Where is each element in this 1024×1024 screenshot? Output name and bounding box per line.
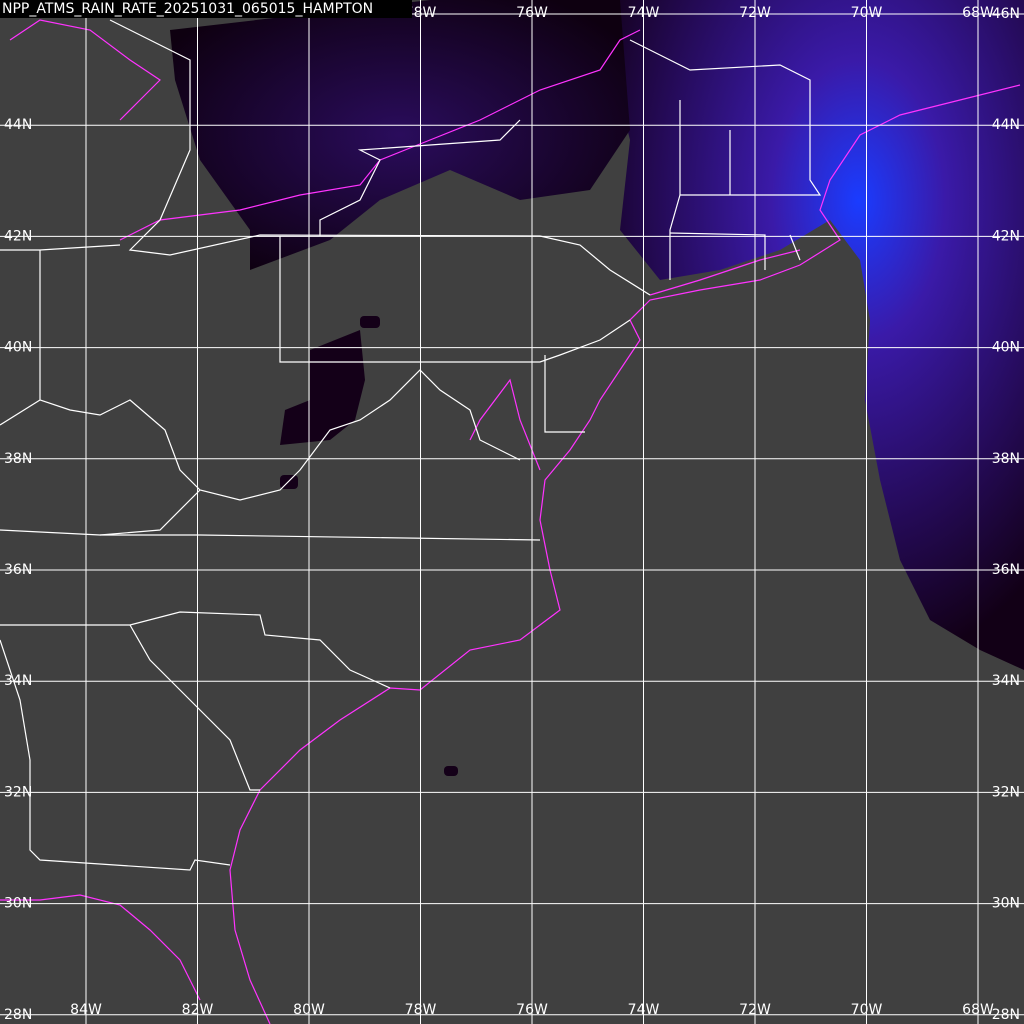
longitude-label: 74W [628, 1002, 660, 1018]
latitude-label: 42N [4, 228, 32, 244]
longitude-label: 82W [182, 1002, 214, 1018]
title: NPP_ATMS_RAIN_RATE_20251031_065015_HAMPT… [2, 1, 373, 17]
longitude-label: 72W [739, 1002, 771, 1018]
longitude-label: 76W [516, 5, 548, 21]
latitude-label: 28N [4, 1007, 32, 1023]
latitude-label: 44N [4, 117, 32, 133]
latitude-label: 44N [992, 117, 1020, 133]
latitude-label: 34N [992, 673, 1020, 689]
longitude-label: 74W [628, 5, 660, 21]
latitude-label: 30N [992, 896, 1020, 912]
latitude-label: 32N [992, 784, 1020, 800]
latitude-label: 38N [992, 451, 1020, 467]
longitude-label: 78W [405, 1002, 437, 1018]
longitude-label: 70W [851, 5, 883, 21]
latitude-label: 30N [4, 896, 32, 912]
latitude-label: 38N [4, 451, 32, 467]
latitude-label: 28N [992, 1007, 1020, 1023]
latitude-label: 40N [4, 340, 32, 356]
latitude-label: 40N [992, 340, 1020, 356]
latitude-label: 42N [992, 228, 1020, 244]
latitude-label: 32N [4, 784, 32, 800]
longitude-label: 68W [962, 5, 994, 21]
precipitation [170, 0, 1024, 776]
state-borders [0, 19, 822, 871]
title-background [0, 0, 412, 18]
coastlines [0, 19, 1021, 1024]
latitude-label: 36N [4, 562, 32, 578]
latitude-label: 36N [992, 562, 1020, 578]
longitude-label: 68W [962, 1002, 994, 1018]
longitude-label: 76W [516, 1002, 548, 1018]
longitude-label: 70W [851, 1002, 883, 1018]
longitude-label: 78W [405, 5, 437, 21]
longitude-label: 72W [739, 5, 771, 21]
latitude-label: 34N [4, 673, 32, 689]
latitude-label: 46N [992, 6, 1020, 22]
longitude-label: 84W [70, 1002, 102, 1018]
longitude-label: 80W [293, 1002, 325, 1018]
